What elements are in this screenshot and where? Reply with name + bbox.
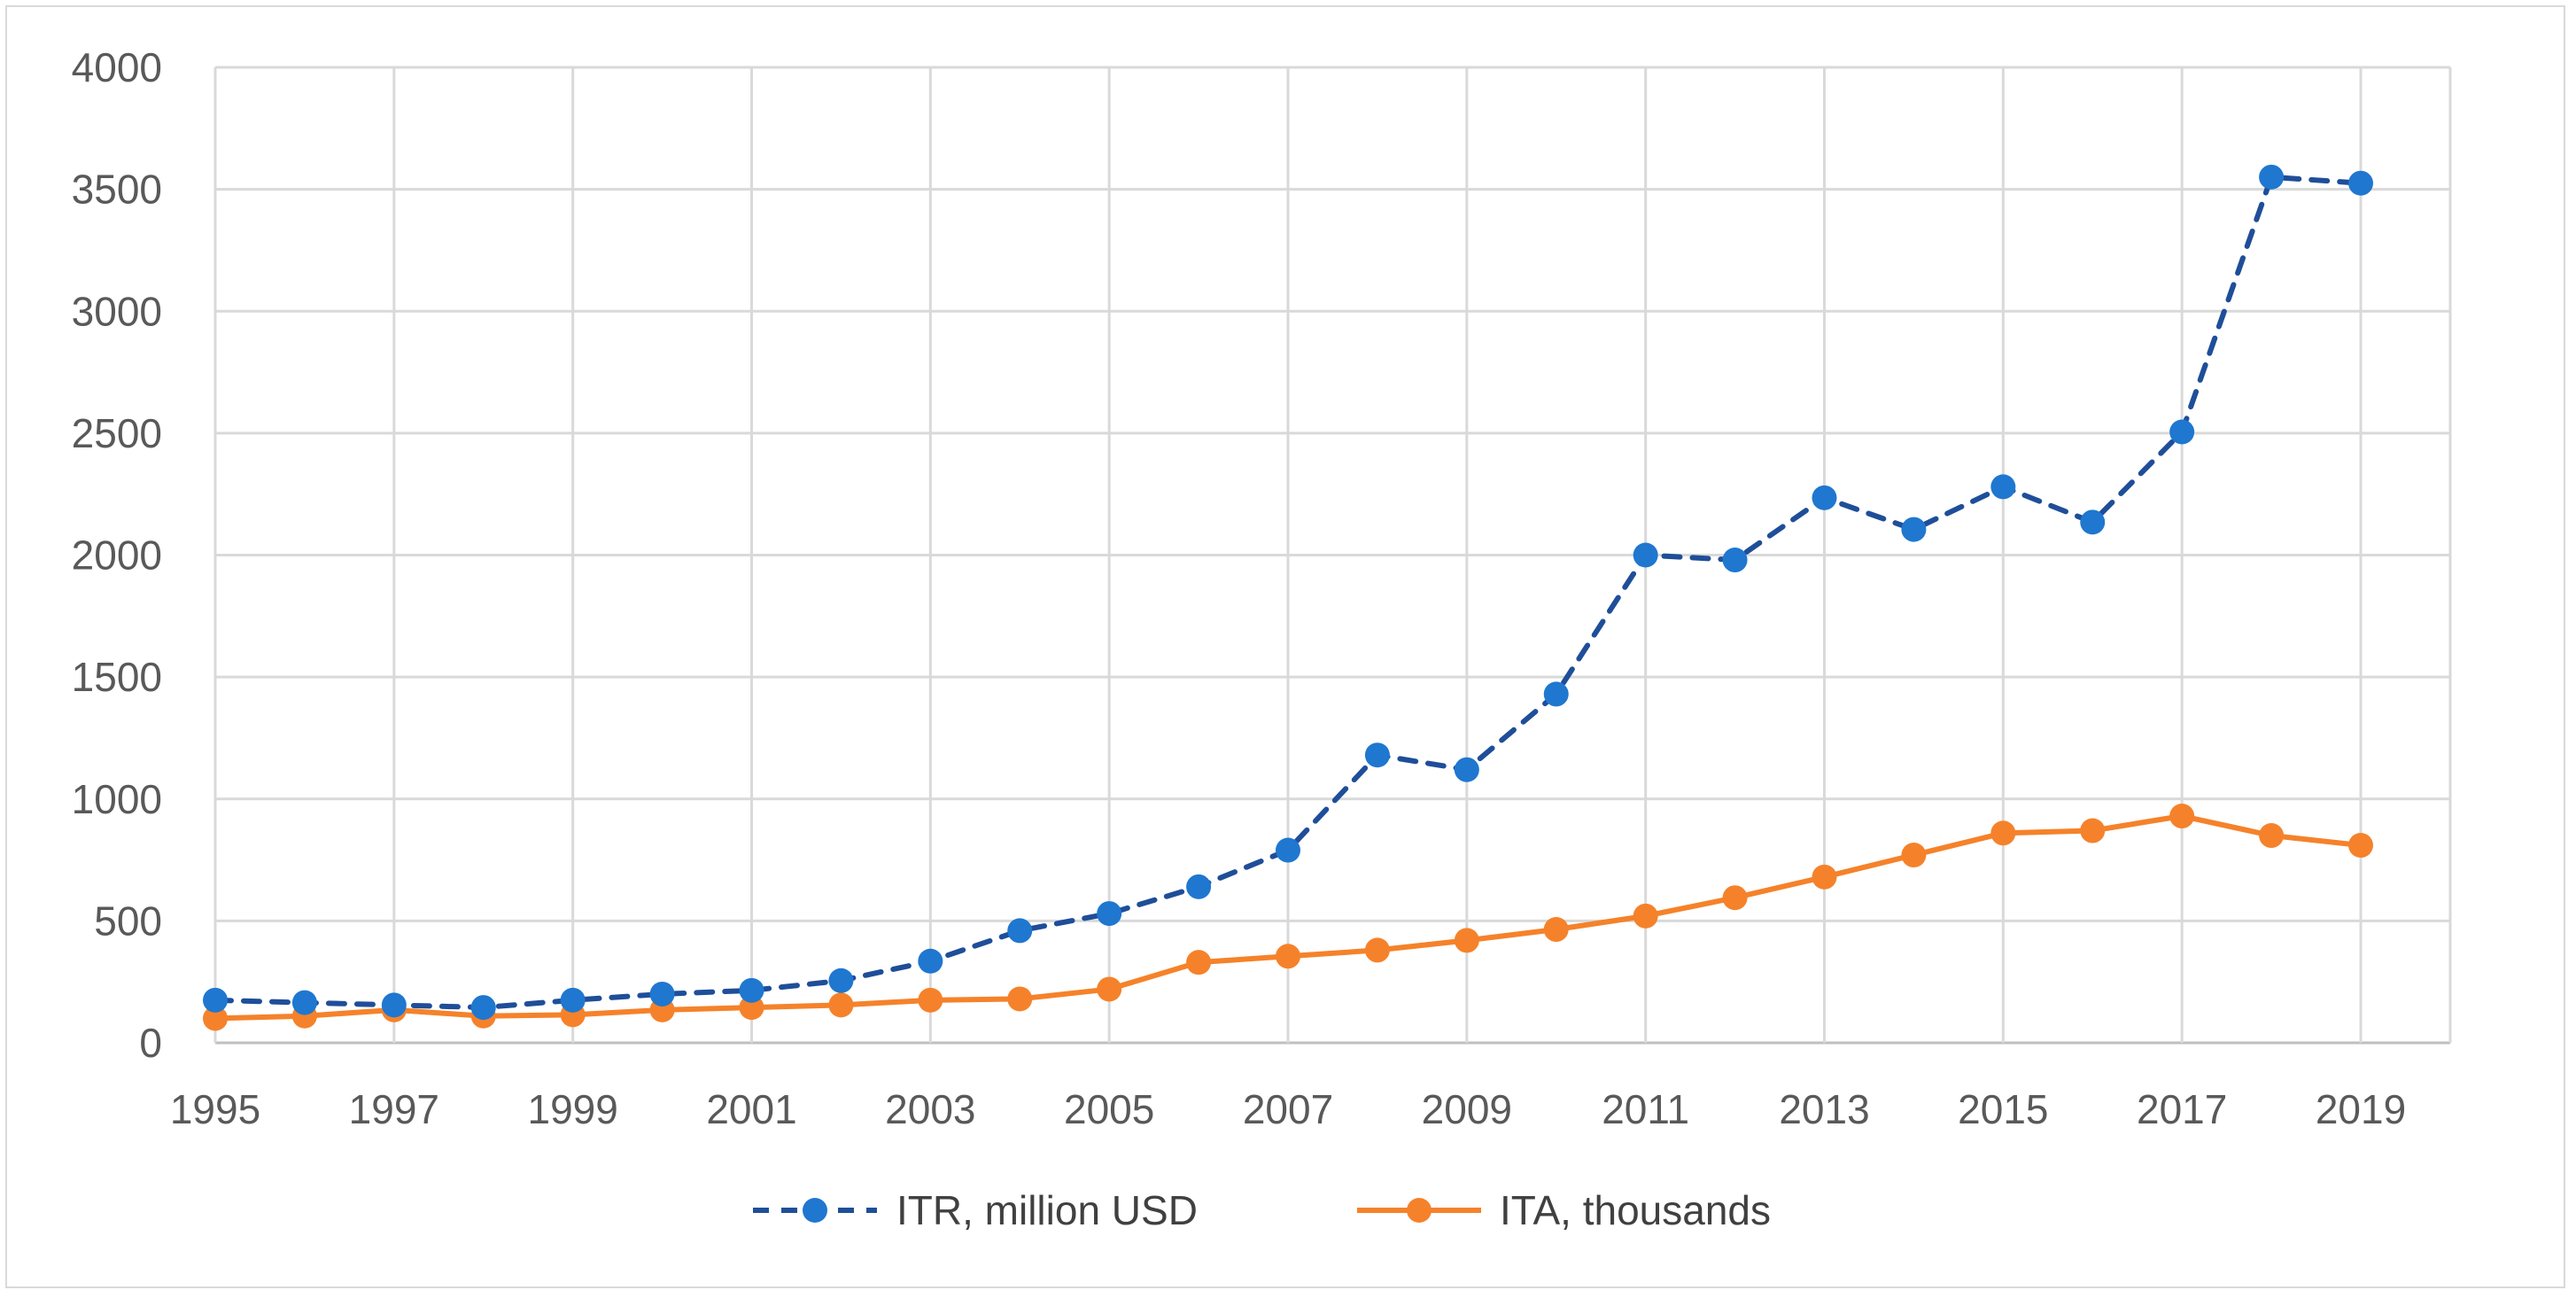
data-point [381, 992, 407, 1018]
data-point [1097, 976, 1122, 1002]
y-tick-label: 2500 [72, 410, 162, 456]
data-point [1186, 950, 1212, 975]
x-tick-label: 2011 [1602, 1086, 1689, 1132]
gridlines [213, 66, 2452, 1045]
data-point [828, 992, 854, 1018]
series-itr [203, 164, 2373, 1021]
x-tick-label: 2015 [1958, 1086, 2048, 1132]
data-point [918, 987, 943, 1013]
data-point [291, 990, 317, 1015]
data-point [2259, 164, 2285, 190]
data-point [1812, 864, 1837, 890]
data-point [2259, 823, 2285, 849]
x-tick-label: 2001 [706, 1086, 796, 1132]
series-group [203, 164, 2373, 1031]
y-tick-label: 1000 [72, 776, 162, 822]
x-tick-label: 1997 [349, 1086, 439, 1132]
data-point [1007, 986, 1033, 1012]
data-point [739, 995, 764, 1021]
x-tick-label: 2007 [1243, 1086, 1333, 1132]
data-point [1276, 944, 1300, 969]
data-point [203, 987, 228, 1013]
data-point [1454, 757, 1479, 782]
data-point [1543, 917, 1569, 943]
x-tick-label: 1995 [170, 1086, 260, 1132]
data-point [1722, 885, 1748, 911]
data-point [828, 968, 854, 993]
x-tick-label: 2017 [2137, 1086, 2227, 1132]
series-ita [203, 804, 2373, 1031]
data-point [1364, 742, 1390, 768]
data-point [1901, 843, 1927, 868]
y-tick-label: 1500 [72, 654, 162, 700]
data-point [1454, 928, 1479, 953]
y-tick-label: 4000 [72, 44, 162, 90]
data-point [1186, 874, 1212, 899]
data-point [1990, 474, 2016, 500]
legend: ITR, million USD ITA, thousands [753, 1187, 1771, 1233]
data-point [470, 995, 496, 1021]
y-tick-label: 3000 [72, 288, 162, 334]
legend-label: ITA, thousands [1500, 1187, 1771, 1233]
y-tick-label: 3500 [72, 167, 162, 213]
data-point [203, 1006, 228, 1031]
data-point [1990, 820, 2016, 846]
data-point [1276, 837, 1300, 863]
data-point [2080, 509, 2106, 535]
data-point [1812, 485, 1837, 510]
data-point [739, 977, 764, 1003]
x-tick-label: 2013 [1779, 1086, 1869, 1132]
data-point [1543, 681, 1569, 707]
x-axis-tick-labels: 1995 1997 1999 2001 2003 2005 2007 2009 2011 2013… [170, 1086, 2406, 1132]
legend-marker [803, 1198, 827, 1223]
legend-marker [1407, 1198, 1432, 1223]
data-point [2348, 833, 2373, 859]
legend-label: ITR, million USD [896, 1187, 1198, 1233]
y-tick-label: 0 [139, 1020, 162, 1066]
data-point [2169, 804, 2195, 829]
data-point [2348, 170, 2373, 196]
y-tick-label: 2000 [72, 532, 162, 579]
data-point [1901, 517, 1927, 542]
y-tick-label: 500 [94, 898, 162, 944]
data-point [1722, 548, 1748, 573]
chart-frame [5, 5, 2565, 1288]
x-tick-label: 2003 [885, 1086, 975, 1132]
data-point [560, 987, 586, 1013]
data-point [1633, 903, 1658, 929]
data-point [2080, 818, 2106, 843]
data-point [1633, 542, 1658, 568]
x-tick-label: 2009 [1422, 1086, 1512, 1132]
x-tick-label: 2005 [1064, 1086, 1154, 1132]
data-point [918, 948, 943, 974]
x-tick-label: 1999 [527, 1086, 617, 1132]
data-point [1097, 901, 1122, 927]
data-point [649, 981, 675, 1007]
data-point [1007, 918, 1033, 944]
y-axis-tick-labels: 0 500 1000 1500 2000 2500 3000 3500 4000 [72, 44, 162, 1066]
data-point [2169, 419, 2195, 445]
legend-item: ITR, million USD [753, 1187, 1198, 1233]
x-tick-label: 2019 [2316, 1086, 2406, 1132]
legend-item: ITA, thousands [1357, 1187, 1771, 1233]
data-point [1364, 937, 1390, 963]
